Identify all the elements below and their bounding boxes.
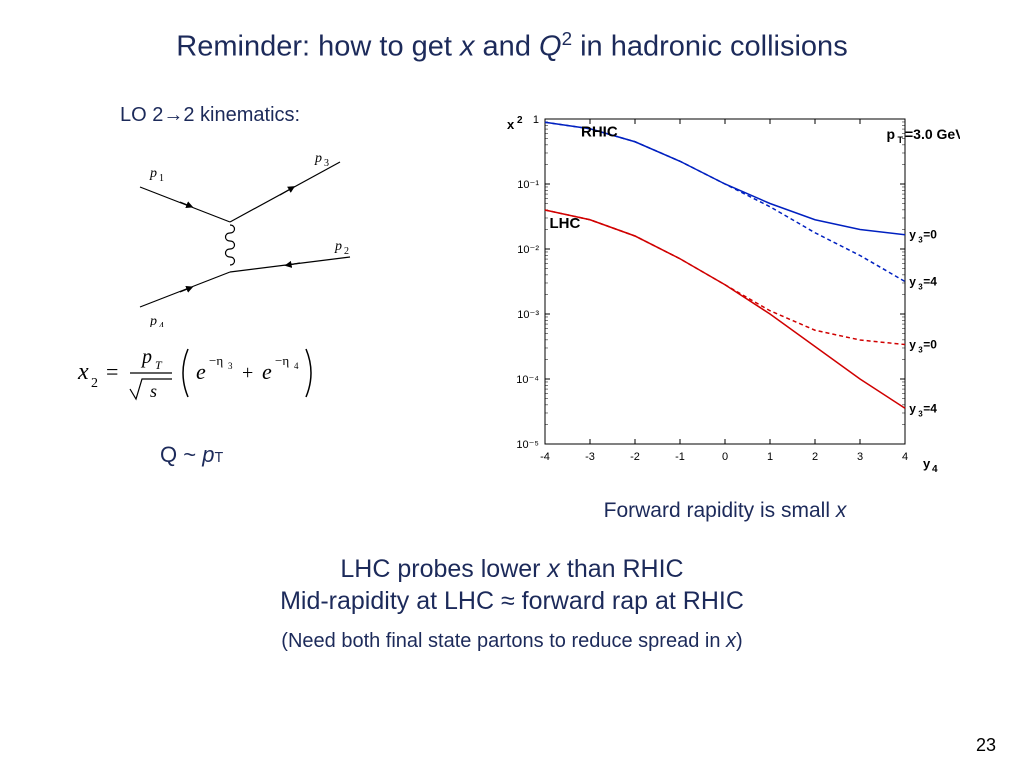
svg-text:y: y [923,456,931,471]
l1a-post: than RHIC [560,555,684,583]
svg-text:RHIC: RHIC [581,123,618,140]
q-pt-relation: Q ~ pT [160,442,460,468]
svg-text:p: p [149,166,157,181]
qpt-p: p [202,442,214,467]
svg-text:y: y [909,274,916,288]
svg-text:=0: =0 [923,337,937,351]
title-pre: Reminder: how to get [176,31,460,63]
svg-text:p: p [140,346,152,368]
title-post: in hadronic collisions [572,31,848,63]
qpt-tilde: ~ [177,442,202,467]
svg-text:−η: −η [275,353,289,368]
svg-text:y: y [909,401,916,415]
svg-text:3: 3 [228,361,233,371]
svg-text:s: s [150,381,157,401]
svg-text:4: 4 [294,361,299,371]
svg-text:4: 4 [902,451,908,463]
conclusion-line-2: (Need both final state partons to reduce… [40,630,984,653]
svg-text:4: 4 [932,464,938,475]
page-number: 23 [976,735,996,756]
svg-text:p: p [886,126,895,142]
title-Q: Q [539,31,562,63]
svg-text:4: 4 [159,321,164,327]
svg-text:2: 2 [344,246,349,257]
svg-text:LHC: LHC [550,215,581,232]
svg-text:p: p [334,239,342,254]
svg-text:1: 1 [159,173,164,184]
svg-text:p: p [314,151,322,166]
svg-text:1: 1 [533,114,539,126]
svg-text:1: 1 [767,451,773,463]
svg-text:p: p [149,314,157,327]
svg-text:=: = [106,359,118,384]
svg-text:−η: −η [209,353,223,368]
svg-text:T: T [155,358,163,372]
right-column: -4-3-2-10123410⁻⁵10⁻⁴10⁻³10⁻²10⁻¹1y4x2pT… [490,104,960,523]
fwd-x: x [836,499,847,522]
svg-text:3: 3 [857,451,863,463]
l2-pre: (Need both final state partons to reduce… [281,630,726,652]
svg-text:10⁻⁴: 10⁻⁴ [516,374,539,386]
svg-text:=4: =4 [923,401,937,415]
svg-text:10⁻⁵: 10⁻⁵ [516,439,539,451]
svg-text:10⁻³: 10⁻³ [517,309,539,321]
title-mid: and [475,31,540,63]
svg-text:=4: =4 [923,274,937,288]
svg-text:+: + [242,362,253,384]
svg-text:x: x [507,117,515,132]
slide-root: Reminder: how to get x and Q2 in hadroni… [0,0,1024,768]
svg-text:3: 3 [324,158,329,169]
left-column: LO 2→2 kinematics: p 1 p [40,104,460,523]
title-x: x [460,31,475,63]
svg-text:10⁻¹: 10⁻¹ [517,179,539,191]
forward-rapidity-caption: Forward rapidity is small x [490,499,960,523]
svg-text:=3.0 GeV: =3.0 GeV [905,126,960,142]
bottom-text-block: LHC probes lower x than RHIC Mid-rapidit… [40,553,984,653]
x2-formula: x 2 = p T s e −η 3 + e − [70,337,410,412]
svg-text:0: 0 [722,451,728,463]
l1a-pre: LHC probes lower [340,555,547,583]
fwd-pre: Forward rapidity is small [604,499,836,522]
title-sup: 2 [562,28,572,49]
qpt-t: T [214,450,223,466]
svg-text:-2: -2 [630,451,640,463]
svg-text:-3: -3 [585,451,595,463]
svg-text:2: 2 [517,115,523,126]
x2-vs-y4-chart: -4-3-2-10123410⁻⁵10⁻⁴10⁻³10⁻²10⁻¹1y4x2pT… [490,104,960,484]
l2-x: x [726,630,736,652]
svg-text:y: y [909,337,916,351]
conclusion-line-1: LHC probes lower x than RHIC Mid-rapidit… [40,553,984,618]
qpt-q: Q [160,442,177,467]
slide-title: Reminder: how to get x and Q2 in hadroni… [40,28,984,64]
content-row: LO 2→2 kinematics: p 1 p [40,104,984,523]
kinematics-label: LO 2→2 kinematics: [120,104,460,127]
svg-text:=0: =0 [923,227,937,241]
svg-text:x: x [77,359,89,385]
svg-text:-4: -4 [540,451,550,463]
svg-text:T: T [898,135,904,145]
svg-text:10⁻²: 10⁻² [517,244,539,256]
svg-text:e: e [262,359,272,384]
svg-text:-1: -1 [675,451,685,463]
l2-post: ) [736,630,743,652]
svg-text:2: 2 [91,376,98,391]
feynman-diagram: p 1 p 4 p 3 [120,147,410,327]
svg-text:y: y [909,227,916,241]
svg-text:2: 2 [812,451,818,463]
l1b: Mid-rapidity at LHC ≈ forward rap at RHI… [280,587,744,615]
l1a-x: x [547,555,560,583]
svg-text:e: e [196,359,206,384]
